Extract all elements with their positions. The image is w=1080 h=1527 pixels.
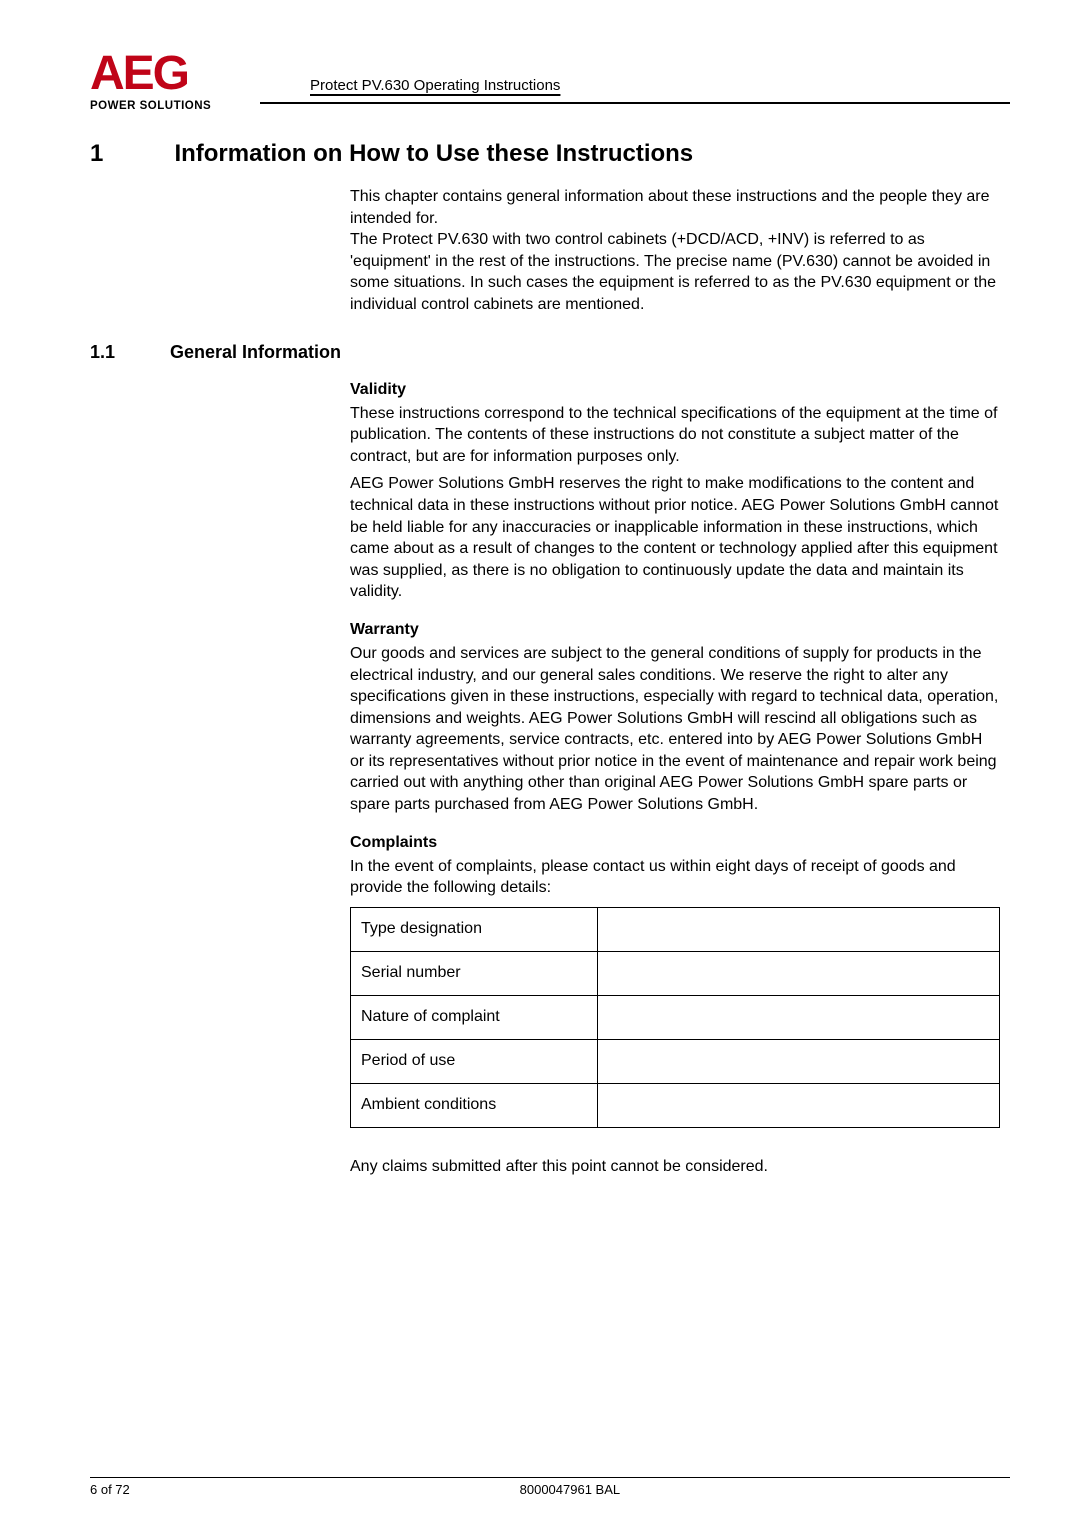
warranty-paragraph: Our goods and services are subject to th… — [350, 643, 1000, 816]
page-footer: 6 of 72 8000047961 BAL — [90, 1477, 1010, 1497]
table-row: Ambient conditions — [351, 1083, 1000, 1127]
table-cell-value[interactable] — [597, 951, 999, 995]
table-cell-label: Period of use — [351, 1039, 598, 1083]
subsection-number: 1.1 — [90, 342, 170, 363]
footer-left: 6 of 72 — [90, 1482, 130, 1497]
intro-paragraph: This chapter contains general informatio… — [350, 186, 1010, 316]
table-cell-value[interactable] — [597, 907, 999, 951]
section-heading-row: 1 Information on How to Use these Instru… — [90, 140, 1010, 168]
table-row: Type designation — [351, 907, 1000, 951]
logo-text: AEG — [90, 50, 250, 98]
table-cell-label: Serial number — [351, 951, 598, 995]
table-row: Period of use — [351, 1039, 1000, 1083]
document-title: Protect PV.630 Operating Instructions — [290, 77, 1010, 94]
subsection-body: Validity These instructions correspond t… — [90, 363, 1010, 1178]
warranty-heading: Warranty — [350, 621, 1000, 639]
complaint-table-body: Type designation Serial number Nature of… — [351, 907, 1000, 1127]
page-header: AEG POWER SOLUTIONS Protect PV.630 Opera… — [90, 50, 1010, 112]
table-cell-label: Ambient conditions — [351, 1083, 598, 1127]
complaints-heading: Complaints — [350, 834, 1000, 852]
logo-subtitle: POWER SOLUTIONS — [90, 100, 250, 112]
left-gutter — [90, 363, 350, 1178]
table-cell-value[interactable] — [597, 1083, 999, 1127]
table-cell-value[interactable] — [597, 995, 999, 1039]
table-cell-value[interactable] — [597, 1039, 999, 1083]
table-row: Serial number — [351, 951, 1000, 995]
complaint-table: Type designation Serial number Nature of… — [350, 907, 1000, 1128]
logo-block: AEG POWER SOLUTIONS — [90, 50, 250, 112]
complaints-paragraph: In the event of complaints, please conta… — [350, 856, 1000, 899]
closing-paragraph: Any claims submitted after this point ca… — [350, 1156, 1000, 1178]
header-title-wrap: Protect PV.630 Operating Instructions — [290, 77, 1010, 112]
table-cell-label: Nature of complaint — [351, 995, 598, 1039]
subsection-heading-row: 1.1 General Information — [90, 342, 1010, 363]
footer-center: 8000047961 BAL — [520, 1482, 620, 1497]
section-title: Information on How to Use these Instruct… — [174, 140, 693, 167]
body-column: Validity These instructions correspond t… — [350, 363, 1010, 1178]
section-intro: This chapter contains general informatio… — [350, 186, 1010, 316]
validity-heading: Validity — [350, 381, 1000, 399]
table-cell-label: Type designation — [351, 907, 598, 951]
section-number: 1 — [90, 140, 170, 168]
validity-paragraph-1: These instructions correspond to the tec… — [350, 403, 1000, 468]
page: AEG POWER SOLUTIONS Protect PV.630 Opera… — [0, 0, 1080, 1527]
table-row: Nature of complaint — [351, 995, 1000, 1039]
footer-row: 6 of 72 8000047961 BAL — [90, 1482, 1010, 1497]
subsection-title: General Information — [170, 342, 341, 363]
footer-rule — [90, 1477, 1010, 1478]
validity-paragraph-2: AEG Power Solutions GmbH reserves the ri… — [350, 473, 1000, 603]
